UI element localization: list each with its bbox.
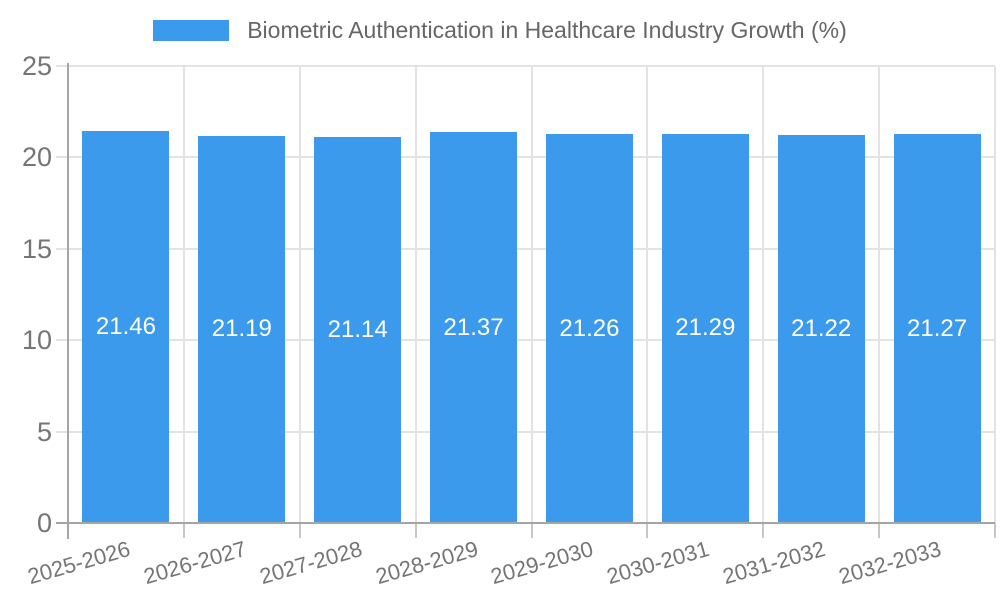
x-gridline [414, 66, 417, 523]
y-tick-label: 0 [36, 508, 52, 538]
bar-value-label: 21.37 [443, 313, 504, 341]
bar [893, 134, 981, 523]
x-tick-mark [878, 523, 881, 538]
legend-label: Biometric Authentication in Healthcare I… [247, 17, 847, 43]
bar-value-label: 21.29 [675, 314, 736, 342]
bar [661, 133, 749, 523]
x-tick-mark [182, 523, 185, 538]
x-tick-label: 2025-2026 [24, 536, 133, 590]
x-tick-label: 2031-2032 [720, 536, 829, 590]
bar-value-label: 21.19 [211, 315, 272, 343]
y-gridline [56, 65, 995, 67]
bar [314, 136, 402, 523]
x-tick-label: 2032-2033 [835, 536, 944, 590]
x-tick-mark [414, 523, 417, 538]
x-gridline [182, 66, 185, 523]
x-tick-label: 2030-2031 [604, 536, 713, 590]
y-tick-label: 10 [21, 325, 52, 356]
bar-value-label: 21.14 [327, 315, 388, 343]
bar [777, 135, 865, 523]
bar [198, 135, 286, 523]
x-tick-label: 2027-2028 [256, 536, 365, 590]
bar [430, 132, 518, 523]
bar-value-label: 21.22 [791, 315, 852, 343]
chart-legend[interactable]: Biometric Authentication in Healthcare I… [0, 17, 1000, 44]
y-tick-label: 5 [36, 416, 52, 447]
bar-value-label: 21.26 [559, 314, 620, 342]
x-gridline [646, 66, 649, 523]
y-gridline [56, 339, 995, 342]
x-gridline [298, 66, 301, 523]
x-tick-label: 2029-2030 [488, 536, 597, 590]
legend-swatch [153, 20, 230, 41]
bar-value-label: 21.46 [95, 312, 156, 340]
x-gridline [994, 66, 996, 523]
x-gridline [530, 66, 533, 523]
x-tick-label: 2026-2027 [140, 536, 249, 590]
bar [82, 130, 170, 523]
x-tick-label: 2028-2029 [372, 536, 481, 590]
y-tick-label: 20 [21, 142, 52, 173]
x-tick-mark [530, 523, 533, 538]
bar-value-label: 21.27 [907, 314, 968, 342]
x-gridline [878, 66, 881, 523]
y-tick-label: 25 [21, 51, 52, 81]
y-tick-label: 15 [21, 233, 52, 264]
y-gridline [56, 247, 995, 250]
y-gridline [56, 156, 995, 159]
y-axis-line [67, 63, 69, 539]
plot-area: 21.46 21.19 21.14 21.37 21.26 21.29 21.22 21.27 [56, 63, 996, 539]
x-tick-mark [994, 523, 996, 538]
bar [545, 134, 633, 523]
y-gridline [56, 430, 995, 433]
x-gridline [762, 66, 765, 523]
x-tick-mark [298, 523, 301, 538]
x-axis-line [56, 522, 995, 524]
x-tick-mark [646, 523, 649, 538]
x-tick-mark [762, 523, 765, 538]
